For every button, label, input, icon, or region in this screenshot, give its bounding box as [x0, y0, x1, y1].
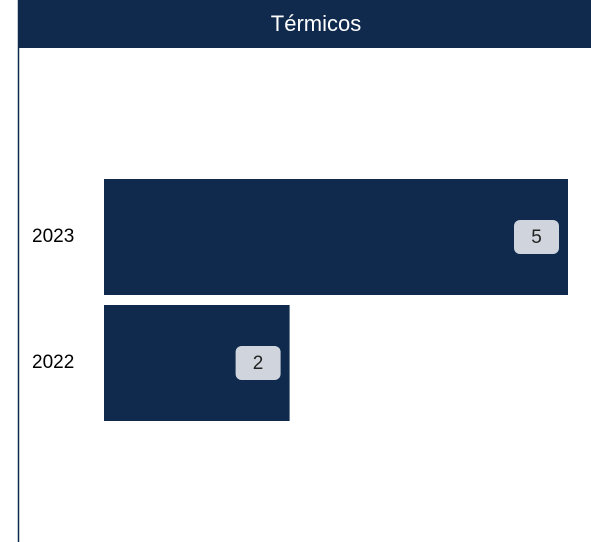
value-label: 5	[531, 227, 542, 248]
value-badge	[235, 346, 281, 380]
header-band	[18, 0, 591, 48]
y-tick-label: 2023	[32, 226, 74, 247]
value-label: 2	[253, 353, 264, 374]
y-tick-label: 2022	[32, 352, 74, 373]
chart-title: Térmicos	[271, 11, 361, 36]
value-badge	[514, 220, 559, 254]
bar	[104, 179, 568, 295]
